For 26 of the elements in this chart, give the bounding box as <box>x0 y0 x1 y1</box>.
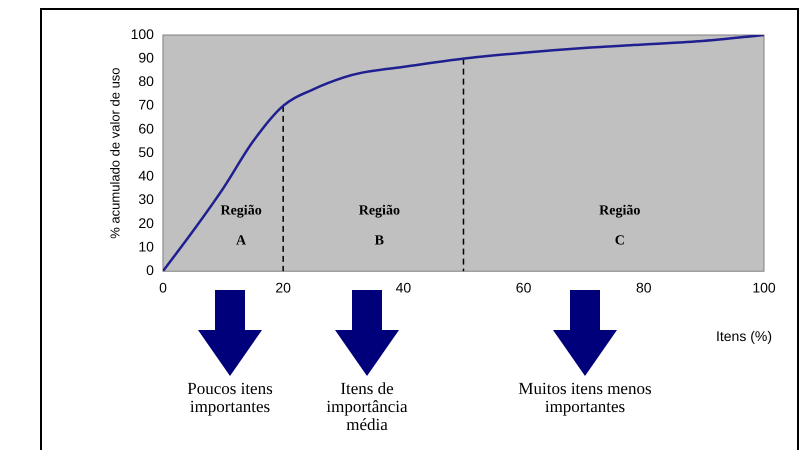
y-tick-label: 40 <box>138 168 154 184</box>
y-tick-label: 90 <box>138 49 154 66</box>
y-tick-label: 100 <box>130 26 154 42</box>
y-tick-label: 70 <box>138 96 154 113</box>
y-tick-label: 0 <box>146 262 154 278</box>
x-tick-label: 0 <box>159 279 168 296</box>
y-axis-title: % acumulado de valor de uso <box>107 67 122 239</box>
x-tick-label: 40 <box>396 279 412 296</box>
y-tick-label: 10 <box>138 238 154 254</box>
x-tick-label: 80 <box>636 279 652 296</box>
text: Muitos itens menos importantes <box>517 379 653 416</box>
annotation: Região C <box>599 203 640 248</box>
annotation: Região A <box>220 203 262 248</box>
y-tick-label: 20 <box>138 214 154 231</box>
y-tick-label: 60 <box>138 120 154 136</box>
text: Poucos itens importantes <box>186 379 274 416</box>
y-tick-label: 30 <box>138 191 154 208</box>
y-tick-label: 80 <box>138 73 154 90</box>
x-axis-title: Itens (%) <box>716 328 772 344</box>
x-tick-label: 20 <box>275 279 292 296</box>
x-tick-label: 60 <box>516 279 532 296</box>
line-series <box>162 35 764 272</box>
x-tick-label: 100 <box>752 279 776 296</box>
annotation: Região B <box>358 203 400 248</box>
y-tick-label: 50 <box>138 144 154 160</box>
text: Itens de importância média <box>325 379 409 434</box>
